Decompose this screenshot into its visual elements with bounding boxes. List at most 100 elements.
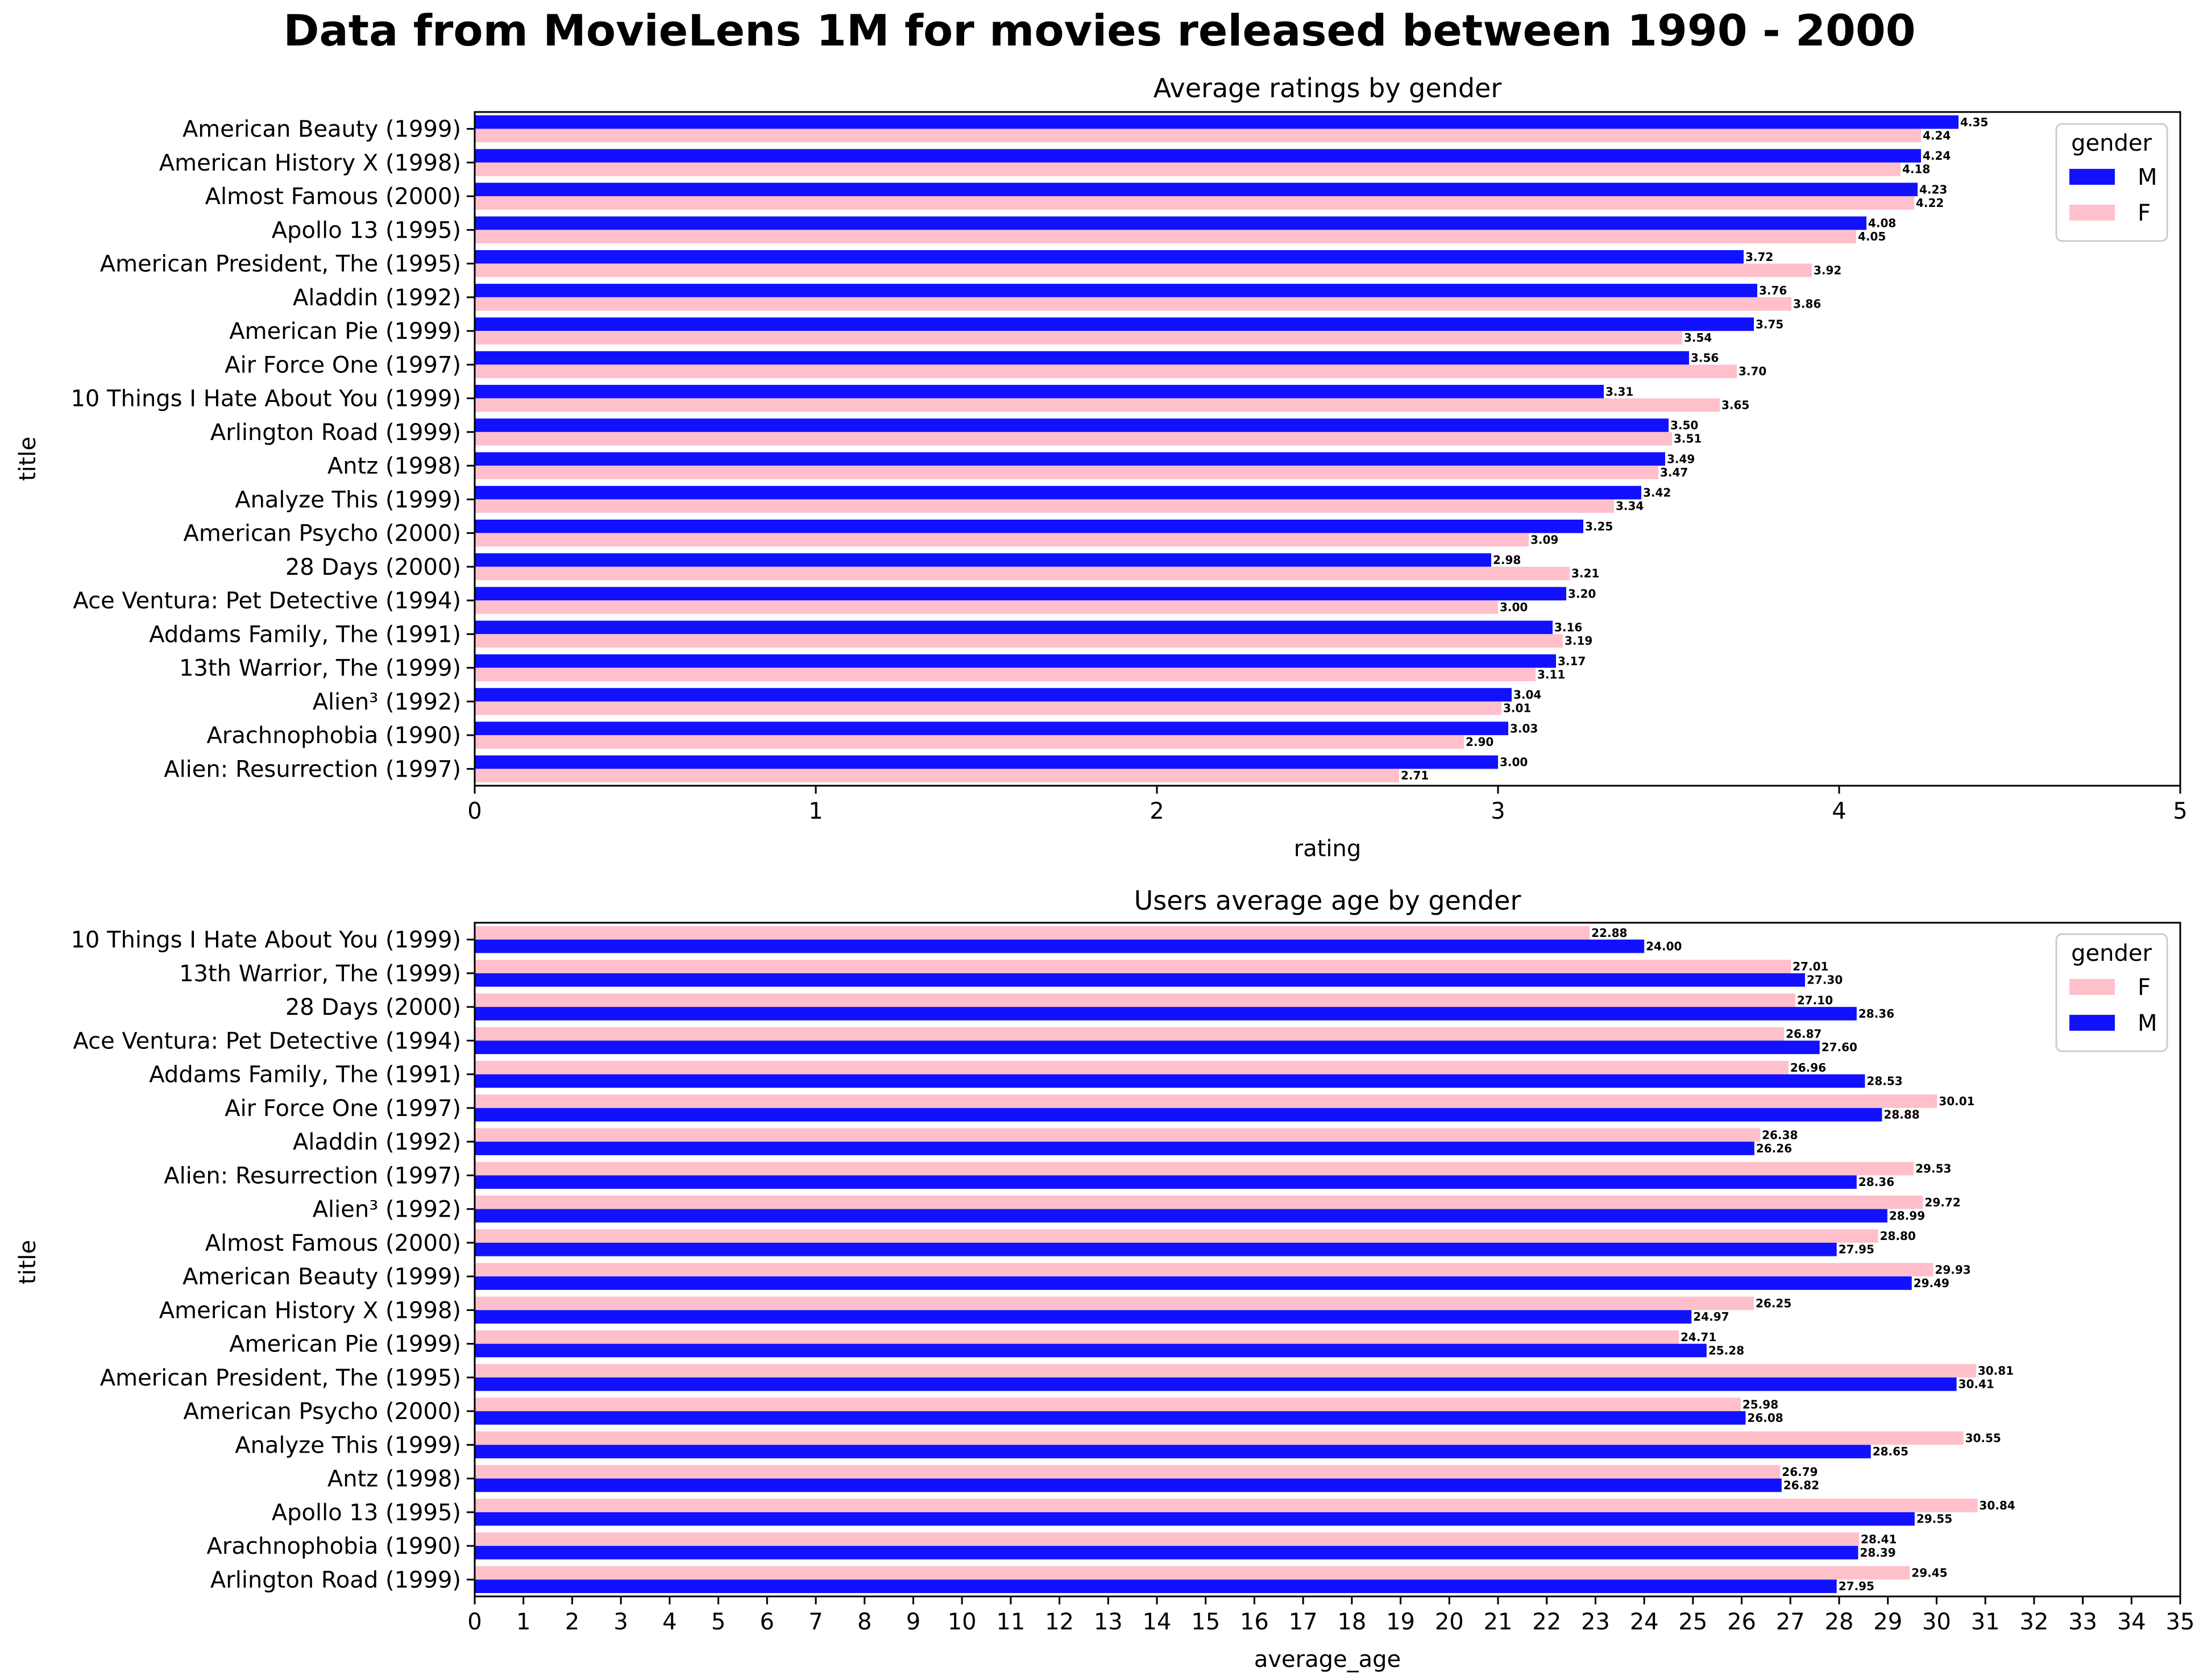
age-bar-label-m-10-things-i-hate-about-you-1999: 24.00 <box>1646 939 1682 953</box>
ratings-bar-label-m-13th-warrior-the-1999: 3.17 <box>1558 654 1586 668</box>
ratings-bar-label-f-american-president-the-1995: 3.92 <box>1814 263 1841 277</box>
ratings-bar-label-m-american-psycho-2000: 3.25 <box>1585 520 1613 533</box>
ratings-legend-swatch-m <box>2069 169 2115 185</box>
age-category-label-10-things-i-hate-about-you-1999: 10 Things I Hate About You (1999) <box>70 927 461 953</box>
age-bar-f-american-pie-1999 <box>475 1330 1679 1344</box>
ratings-bar-label-m-apollo-13-1995: 4.08 <box>1868 217 1896 230</box>
age-bar-f-aladdin-1992 <box>475 1128 1761 1142</box>
ratings-legend-title: gender <box>2071 130 2152 156</box>
ratings-bar-m-analyze-this-1999 <box>475 486 1641 500</box>
ratings-bar-m-almost-famous-2000 <box>475 182 1918 197</box>
age-bar-label-f-alien-resurrection-1997: 29.53 <box>1915 1162 1951 1176</box>
age-xtick-label-7: 7 <box>808 1609 823 1635</box>
ratings-legend-swatch-f <box>2069 205 2115 221</box>
age-xtick-label-8: 8 <box>857 1609 872 1635</box>
age-xtick-label-10: 10 <box>948 1609 977 1635</box>
ratings-bar-label-m-arlington-road-1999: 3.50 <box>1670 418 1698 432</box>
age-bar-f-apollo-13-1995 <box>475 1499 1978 1512</box>
age-category-label-american-beauty-1999: American Beauty (1999) <box>182 1264 461 1290</box>
age-bar-f-alien-resurrection-1997 <box>475 1162 1914 1176</box>
ratings-bar-label-m-alien-resurrection-1997: 3.00 <box>1500 756 1528 769</box>
age-bar-label-m-28-days-2000: 28.36 <box>1858 1007 1894 1021</box>
age-bar-label-f-13th-warrior-the-1999: 27.01 <box>1793 960 1828 973</box>
age-bar-f-arlington-road-1999 <box>475 1566 1910 1580</box>
ratings-category-label-american-history-x-1998: American History X (1998) <box>159 150 461 176</box>
age-category-label-arachnophobia-1990: Arachnophobia (1990) <box>207 1533 461 1559</box>
ratings-category-label-addams-family-the-1991: Addams Family, The (1991) <box>149 621 461 648</box>
ratings-xtick-label-2: 2 <box>1150 798 1164 824</box>
ratings-bar-m-apollo-13-1995 <box>475 216 1866 230</box>
ratings-bar-label-f-alien-1992: 3.01 <box>1503 702 1531 715</box>
ratings-bar-m-antz-1998 <box>475 452 1665 466</box>
ratings-bar-f-american-history-x-1998 <box>475 162 1901 176</box>
ratings-category-labels: American Beauty (1999) American History X… <box>70 117 475 782</box>
age-category-label-alien-1992: Alien³ (1992) <box>313 1197 461 1223</box>
ratings-bar-m-28-days-2000 <box>475 553 1491 567</box>
age-bar-label-f-alien-1992: 29.72 <box>1924 1196 1960 1209</box>
age-legend-label-f: F <box>2138 974 2151 1001</box>
age-chart-ylabel: title <box>15 1240 41 1284</box>
ratings-chart: Average ratings by gender rating title 4… <box>15 73 2188 862</box>
ratings-bar-label-m-analyze-this-1999: 3.42 <box>1643 486 1671 500</box>
ratings-legend: gender M F <box>2055 123 2168 242</box>
age-category-label-analyze-this-1999: Analyze This (1999) <box>235 1432 461 1458</box>
age-bar-label-f-air-force-one-1997: 30.01 <box>1939 1094 1974 1108</box>
age-category-label-addams-family-the-1991: Addams Family, The (1991) <box>149 1062 461 1088</box>
age-xtick-label-9: 9 <box>906 1609 920 1635</box>
ratings-bar-m-american-beauty-1999 <box>475 115 1959 129</box>
age-xtick-label-6: 6 <box>760 1609 774 1635</box>
age-bar-m-american-beauty-1999 <box>475 1276 1912 1290</box>
ratings-bar-f-aladdin-1992 <box>475 297 1791 311</box>
ratings-bar-m-american-psycho-2000 <box>475 519 1583 533</box>
ratings-bar-label-m-aladdin-1992: 3.76 <box>1759 284 1787 297</box>
ratings-bar-label-f-american-history-x-1998: 4.18 <box>1902 163 1930 176</box>
ratings-chart-title: Average ratings by gender <box>1154 73 1502 103</box>
age-bar-m-alien-1992 <box>475 1209 1887 1223</box>
age-bar-f-arachnophobia-1990 <box>475 1532 1860 1546</box>
ratings-bar-label-m-addams-family-the-1991: 3.16 <box>1554 621 1582 634</box>
age-xtick-label-29: 29 <box>1873 1609 1902 1635</box>
age-bar-label-m-american-beauty-1999: 29.49 <box>1914 1276 1949 1290</box>
age-bar-m-american-psycho-2000 <box>475 1411 1746 1425</box>
ratings-bar-label-f-addams-family-the-1991: 3.19 <box>1565 634 1592 648</box>
age-xtick-label-26: 26 <box>1727 1609 1756 1635</box>
age-chart-title: Users average age by gender <box>1134 885 1521 916</box>
age-bar-label-f-arachnophobia-1990: 28.41 <box>1861 1532 1897 1546</box>
age-bar-m-almost-famous-2000 <box>475 1242 1837 1256</box>
ratings-bar-label-f-arachnophobia-1990: 2.90 <box>1466 735 1493 749</box>
ratings-bar-f-american-president-the-1995 <box>475 263 1812 277</box>
age-category-label-13th-warrior-the-1999: 13th Warrior, The (1999) <box>179 961 461 987</box>
age-bar-label-m-13th-warrior-the-1999: 27.30 <box>1807 973 1843 987</box>
ratings-bar-m-american-president-the-1995 <box>475 250 1744 264</box>
ratings-bar-label-f-arlington-road-1999: 3.51 <box>1674 432 1702 446</box>
age-bar-m-american-history-x-1998 <box>475 1310 1692 1324</box>
age-bar-label-m-ace-ventura-pet-detective-1994: 27.60 <box>1822 1040 1857 1054</box>
ratings-category-label-apollo-13-1995: Apollo 13 (1995) <box>272 217 461 243</box>
ratings-bar-label-m-american-beauty-1999: 4.35 <box>1960 115 1988 129</box>
age-bar-f-28-days-2000 <box>475 993 1795 1007</box>
age-bar-label-f-analyze-this-1999: 30.55 <box>1965 1432 2001 1445</box>
ratings-bar-f-28-days-2000 <box>475 566 1570 580</box>
ratings-category-label-10-things-i-hate-about-you-1999: 10 Things I Hate About You (1999) <box>70 386 461 412</box>
age-xtick-label-19: 19 <box>1386 1609 1415 1635</box>
ratings-bar-f-almost-famous-2000 <box>475 196 1914 210</box>
age-xtick-label-23: 23 <box>1581 1609 1610 1635</box>
ratings-bar-label-f-air-force-one-1997: 3.70 <box>1739 364 1766 378</box>
ratings-bar-m-10-things-i-hate-about-you-1999 <box>475 384 1604 399</box>
ratings-category-label-american-pie-1999: American Pie (1999) <box>229 318 461 345</box>
age-bar-m-alien-resurrection-1997 <box>475 1175 1857 1189</box>
age-bar-label-m-arachnophobia-1990: 28.39 <box>1860 1546 1895 1559</box>
age-xtick-label-27: 27 <box>1776 1609 1805 1635</box>
age-xtick-label-15: 15 <box>1191 1609 1220 1635</box>
age-bar-f-american-history-x-1998 <box>475 1296 1754 1310</box>
age-bar-label-m-addams-family-the-1991: 28.53 <box>1866 1074 1902 1088</box>
ratings-xtick-label-5: 5 <box>2173 798 2187 824</box>
age-bar-m-american-pie-1999 <box>475 1343 1707 1358</box>
age-xtick-label-0: 0 <box>467 1609 482 1635</box>
ratings-bar-m-addams-family-the-1991 <box>475 620 1553 634</box>
ratings-legend-label-m: M <box>2138 164 2157 190</box>
age-xtick-label-17: 17 <box>1289 1609 1318 1635</box>
age-bar-m-arachnophobia-1990 <box>475 1546 1858 1559</box>
ratings-bar-m-ace-ventura-pet-detective-1994 <box>475 587 1566 601</box>
